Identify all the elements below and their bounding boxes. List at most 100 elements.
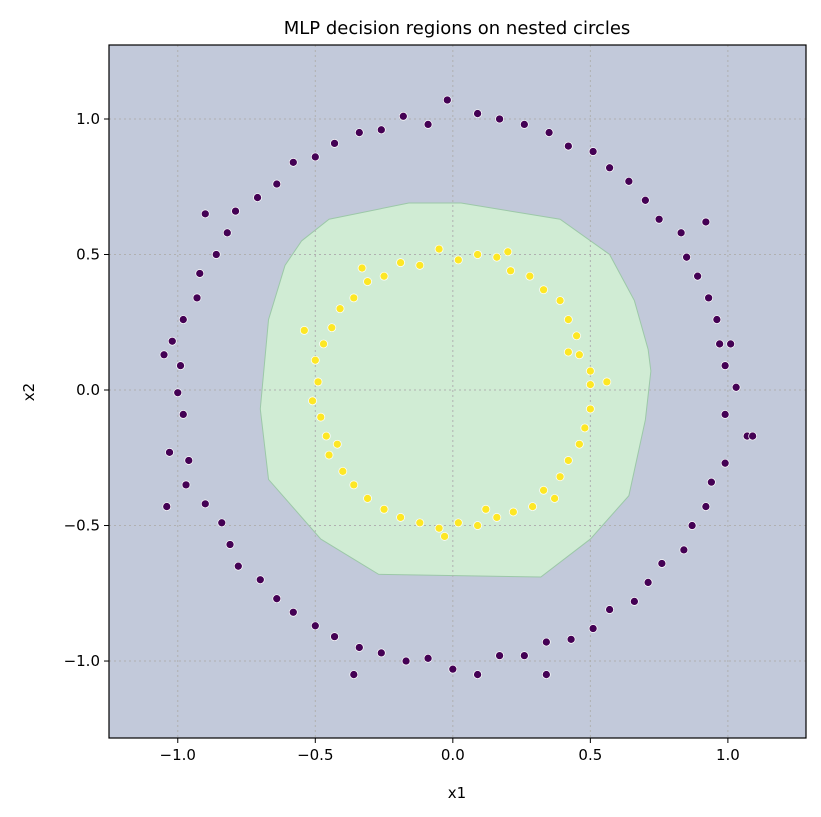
class-0-point (349, 670, 359, 679)
class-1-point (319, 339, 328, 349)
class-0-point (310, 621, 320, 631)
class-1-point (555, 296, 565, 305)
class-1-point (492, 252, 502, 262)
class-0-point (211, 250, 221, 259)
class-0-point (566, 634, 576, 644)
class-1-point (586, 366, 595, 376)
x-tick-label: 1.0 (716, 746, 740, 764)
class-0-point (657, 559, 667, 568)
class-0-point (701, 502, 711, 511)
class-1-point (415, 518, 425, 528)
class-0-point (687, 521, 697, 530)
class-0-point (222, 228, 232, 238)
class-0-point (200, 499, 210, 509)
class-0-point (676, 228, 686, 238)
class-1-point (506, 266, 515, 276)
class-1-point (308, 396, 317, 406)
class-1-point (492, 513, 502, 522)
class-1-point (586, 380, 595, 389)
class-0-point (588, 624, 598, 633)
y-tick-label: 0.5 (76, 245, 100, 263)
class-1-point (453, 255, 463, 265)
class-0-point (376, 125, 386, 135)
class-0-point (682, 252, 691, 262)
class-0-point (624, 176, 634, 186)
class-1-point (310, 355, 320, 365)
class-0-point (288, 607, 298, 617)
class-1-point (316, 412, 326, 422)
class-0-point (398, 111, 408, 121)
class-1-point (335, 304, 345, 314)
class-0-point (310, 152, 320, 162)
class-0-point (162, 502, 172, 511)
class-1-point (313, 377, 323, 387)
class-0-point (495, 651, 504, 660)
class-1-point (349, 293, 359, 303)
class-0-point (401, 656, 411, 666)
class-1-point (539, 285, 548, 295)
class-0-point (165, 447, 174, 457)
class-0-point (495, 114, 504, 124)
class-0-point (544, 128, 554, 137)
class-0-point (354, 128, 364, 137)
x-tick-label: −1.0 (160, 746, 196, 764)
class-0-point (423, 653, 433, 663)
class-1-point (575, 439, 584, 449)
class-0-point (330, 139, 339, 148)
class-0-point (720, 361, 730, 370)
class-0-point (288, 158, 298, 167)
class-1-point (396, 513, 405, 522)
class-1-point (473, 250, 482, 259)
class-1-point (299, 326, 309, 335)
class-0-point (563, 141, 573, 151)
class-0-point (707, 477, 716, 487)
plot-area (109, 45, 806, 738)
class-0-point (272, 179, 282, 189)
class-0-point (712, 315, 722, 324)
class-0-point (423, 120, 433, 129)
class-0-point (715, 339, 724, 349)
class-0-point (167, 336, 177, 346)
y-tick-label: −1.0 (64, 652, 100, 670)
class-0-point (330, 632, 339, 641)
class-1-point (586, 404, 595, 414)
class-1-point (572, 331, 581, 341)
y-tick-label: −0.5 (64, 517, 100, 535)
class-0-point (641, 195, 650, 205)
class-1-point (379, 504, 389, 514)
class-1-point (327, 323, 337, 333)
class-0-point (376, 648, 386, 658)
class-0-point (605, 163, 614, 173)
class-0-point (720, 458, 730, 468)
class-0-point (701, 217, 711, 227)
class-0-point (159, 350, 169, 360)
class-1-point (363, 494, 372, 503)
y-tick-label: 0.0 (76, 381, 100, 399)
class-0-point (184, 456, 194, 465)
class-1-point (379, 271, 389, 281)
class-1-point (453, 518, 463, 528)
class-0-point (473, 670, 482, 679)
class-1-point (528, 502, 537, 511)
class-0-point (519, 120, 529, 129)
class-0-point (195, 269, 205, 278)
class-1-point (321, 431, 331, 441)
class-1-point (396, 258, 405, 267)
class-0-point (200, 209, 210, 219)
class-1-point (434, 244, 444, 254)
class-0-point (630, 597, 639, 606)
class-0-point (720, 410, 730, 419)
y-tick-label: 1.0 (76, 110, 100, 128)
class-0-point (588, 147, 598, 156)
class-0-point (605, 605, 614, 614)
class-0-point (731, 382, 741, 392)
class-0-point (679, 545, 689, 555)
class-1-point (555, 472, 565, 482)
class-1-point (363, 277, 372, 286)
class-0-point (255, 575, 265, 585)
y-axis-label: x2 (20, 383, 38, 401)
class-0-point (519, 651, 529, 660)
class-0-point (233, 561, 243, 571)
x-tick-label: 0.5 (578, 746, 602, 764)
class-0-point (726, 339, 735, 349)
